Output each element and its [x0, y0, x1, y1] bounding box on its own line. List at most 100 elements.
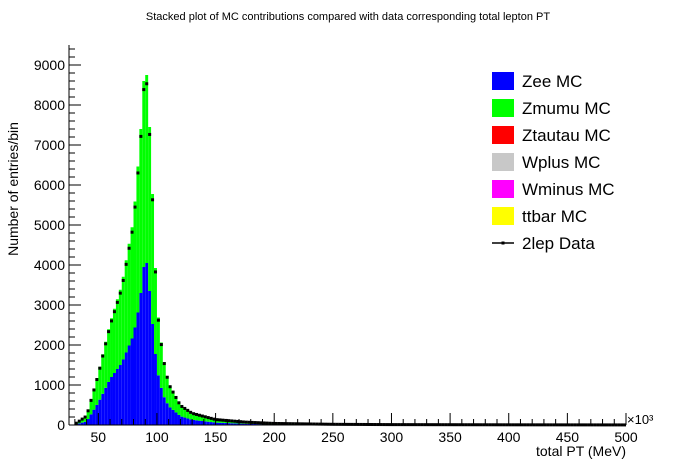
- zmumu-bar: [130, 227, 134, 339]
- data-point: [200, 414, 204, 418]
- zee-bar: [145, 263, 149, 425]
- legend-marker: [501, 241, 505, 245]
- data-point: [367, 422, 371, 426]
- data-point: [165, 375, 169, 379]
- data-point: [118, 291, 122, 295]
- zee-bar: [98, 399, 102, 425]
- zmumu-bar: [151, 194, 155, 324]
- legend-swatch: [492, 126, 514, 144]
- data-point: [359, 422, 363, 426]
- data-point: [168, 385, 172, 389]
- zmumu-bar: [209, 418, 213, 423]
- zmumu-bar: [183, 408, 187, 418]
- zmumu-bar: [203, 416, 207, 422]
- y-axis-title: Number of entries/bin: [5, 122, 21, 256]
- zmumu-bar: [200, 415, 204, 422]
- zee-bar: [101, 393, 105, 425]
- zee-bar: [215, 422, 219, 425]
- zee-bar: [118, 365, 122, 425]
- data-point: [338, 422, 342, 426]
- data-point: [285, 422, 289, 426]
- y-tick-label: 8000: [34, 97, 65, 113]
- data-point: [324, 422, 328, 426]
- data-point: [347, 422, 351, 426]
- zee-bar: [154, 354, 157, 425]
- zee-bar: [142, 267, 146, 425]
- data-point: [274, 421, 278, 425]
- data-point: [127, 246, 131, 250]
- data-point: [365, 422, 369, 426]
- data-point: [162, 362, 166, 366]
- x-axis-title: total PT (MeV): [536, 443, 626, 459]
- x-tick-label: 200: [263, 429, 287, 445]
- data-point: [107, 330, 111, 334]
- zee-bar: [236, 423, 240, 425]
- data-point: [256, 421, 260, 425]
- data-point: [124, 262, 128, 266]
- zmumu-bar: [101, 354, 105, 394]
- data-point: [92, 388, 96, 392]
- zmumu-bar: [112, 308, 116, 373]
- x-tick-label: 300: [380, 429, 404, 445]
- data-point: [156, 318, 160, 322]
- zee-bar: [121, 359, 125, 425]
- zmumu-bar: [148, 127, 152, 291]
- x-tick-label: 400: [497, 429, 521, 445]
- data-point: [341, 422, 345, 426]
- zmumu-bar: [195, 414, 198, 421]
- zmumu-bar: [92, 389, 96, 410]
- data-point: [80, 417, 84, 421]
- x-axis-exponent: ×10³: [627, 412, 654, 427]
- zee-bar: [183, 417, 187, 425]
- zmumu-bar: [121, 276, 125, 360]
- zmumu-bar: [168, 385, 172, 408]
- zee-bar: [200, 421, 204, 425]
- data-point: [300, 422, 304, 426]
- y-tick-label: 7000: [34, 137, 65, 153]
- zee-bar: [89, 414, 93, 425]
- data-point: [195, 412, 199, 416]
- data-point: [145, 82, 149, 86]
- data-point: [288, 422, 292, 426]
- zmumu-bar: [104, 341, 108, 388]
- zee-bar: [189, 419, 193, 425]
- zmumu-bar: [156, 317, 160, 376]
- data-point: [250, 420, 254, 424]
- x-tick-label: 150: [204, 429, 228, 445]
- zmumu-bar: [192, 413, 196, 420]
- zee-bar: [239, 423, 242, 425]
- zmumu-bar: [139, 129, 143, 293]
- data-point: [312, 422, 316, 426]
- data-point: [356, 422, 360, 426]
- zee-bar: [171, 409, 175, 425]
- zee-bar: [180, 416, 184, 425]
- data-point: [112, 310, 116, 314]
- data-point: [153, 270, 157, 274]
- zmumu-bar: [98, 366, 102, 400]
- zmumu-bar: [206, 417, 210, 422]
- zee-bar: [156, 375, 160, 425]
- data-point: [151, 198, 155, 202]
- data-point: [121, 278, 125, 282]
- data-point: [101, 354, 105, 358]
- zee-bar: [247, 423, 251, 425]
- zee-bar: [206, 421, 210, 425]
- zee-bar: [86, 419, 90, 425]
- zmumu-bar: [86, 410, 90, 420]
- data-point: [238, 420, 242, 424]
- data-point: [318, 422, 322, 426]
- data-point: [227, 419, 231, 423]
- data-point: [244, 420, 248, 424]
- zee-histogram: [74, 263, 626, 425]
- legend-item: ttbar MC: [492, 207, 587, 226]
- data-point: [74, 421, 78, 425]
- zmumu-bar: [124, 260, 128, 353]
- zee-bar: [92, 409, 96, 425]
- data-point: [247, 420, 251, 424]
- y-tick-label: 6000: [34, 177, 65, 193]
- data-point: [86, 409, 90, 413]
- x-tick-label: 50: [91, 429, 107, 445]
- x-tick-label: 100: [145, 429, 169, 445]
- data-point: [224, 418, 228, 422]
